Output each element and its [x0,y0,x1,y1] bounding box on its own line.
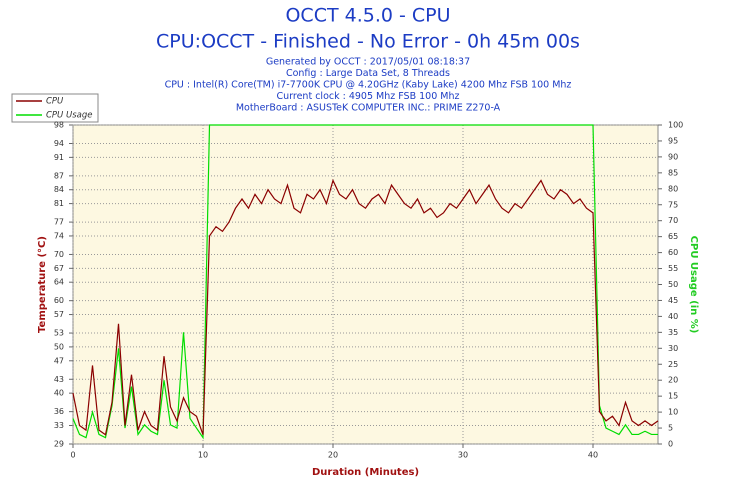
y-tick-label: 87 [54,171,64,180]
info-line: MotherBoard : ASUSTeK COMPUTER INC.: PRI… [236,103,501,114]
x-tick-label: 10 [198,451,208,460]
y2-tick-label: 15 [668,392,678,401]
y2-tick-label: 50 [668,280,678,289]
y2-tick-label: 55 [668,264,678,273]
y2-axis-label: CPU Usage (in %) [688,236,699,334]
y-tick-label: 53 [54,329,64,338]
series-line [72,178,659,436]
x-tick-label: 30 [458,451,468,460]
y2-tick-label: 10 [668,408,678,417]
y2-tick-label: 75 [668,200,678,209]
chart-subtitle: CPU:OCCT - Finished - No Error - 0h 45m … [156,31,580,53]
y2-tick-label: 90 [668,152,678,161]
y-tick-label: 64 [54,278,64,287]
y-tick-label: 29 [54,440,64,449]
y-tick-label: 57 [54,310,64,319]
x-tick-label: 20 [328,451,338,460]
y-tick-label: 70 [54,250,64,259]
y2-tick-label: 80 [668,184,678,193]
y2-tick-label: 40 [668,312,678,321]
y-tick-label: 77 [54,218,64,227]
legend [11,93,99,123]
series-line [72,124,658,440]
y2-tick-label: 60 [668,248,678,257]
chart-title: OCCT 4.5.0 - CPU [285,5,450,27]
y-tick-label: 50 [54,342,64,351]
y2-tick-label: 100 [668,121,683,130]
y2-tick-label: 45 [668,296,678,305]
y-axis-label: Temperature (°C) [37,236,48,333]
y2-tick-label: 95 [668,136,678,145]
y2-tick-label: 85 [668,168,678,177]
y2-tick-label: 30 [668,344,678,353]
legend-label: CPU [46,97,64,107]
y-tick-label: 84 [54,185,64,194]
legend-label: CPU Usage [46,111,92,121]
y-tick-label: 94 [54,139,64,148]
y-tick-label: 36 [54,407,64,416]
info-line: Config : Large Data Set, 8 Threads [286,68,450,79]
y2-tick-label: 0 [668,440,673,449]
x-axis-label: Duration (Minutes) [312,467,419,478]
y-tick-label: 81 [54,199,64,208]
info-line: CPU : Intel(R) Core(TM) i7-7700K CPU @ 4… [165,80,572,91]
y-tick-label: 40 [54,389,64,398]
y-tick-label: 43 [54,375,64,384]
y-tick-label: 91 [54,153,64,162]
y-tick-label: 74 [54,231,64,240]
info-line: Generated by OCCT : 2017/05/01 08:18:37 [266,57,470,68]
y-tick-label: 67 [54,264,64,273]
y2-tick-label: 65 [668,232,678,241]
y2-tick-label: 25 [668,360,678,369]
y-tick-label: 47 [54,356,64,365]
y-tick-label: 60 [54,296,64,305]
y2-tick-label: 70 [668,216,678,225]
y2-tick-label: 5 [668,424,673,433]
x-tick-label: 0 [70,451,75,460]
plot-area [72,124,659,445]
y2-tick-label: 20 [668,376,678,385]
x-tick-label: 40 [588,451,598,460]
y2-tick-label: 35 [668,328,678,337]
y-tick-label: 98 [54,121,64,130]
info-line: Current clock : 4905 Mhz FSB 100 Mhz [277,91,460,102]
y-tick-label: 33 [54,421,64,430]
